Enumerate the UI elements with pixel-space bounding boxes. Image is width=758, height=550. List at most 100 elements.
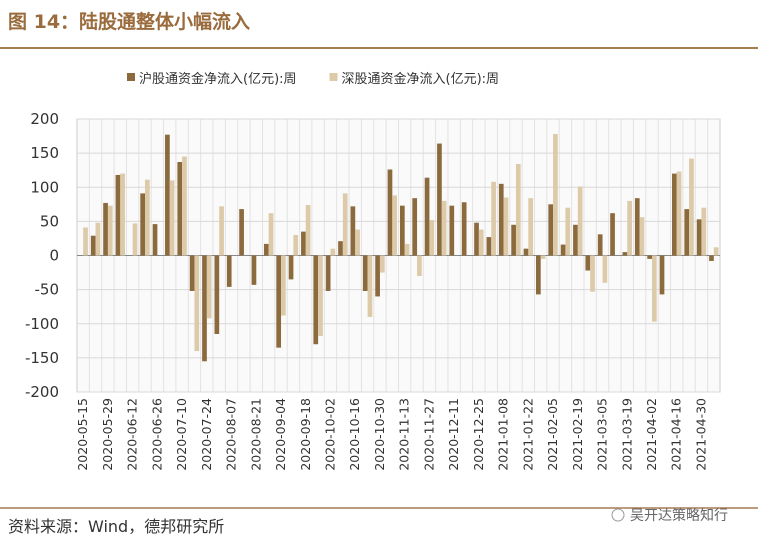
bar bbox=[239, 209, 244, 256]
bar bbox=[536, 255, 541, 295]
y-tick-label: 0 bbox=[49, 247, 59, 265]
bar bbox=[553, 134, 558, 256]
bar bbox=[602, 255, 608, 283]
bar bbox=[202, 255, 207, 362]
bar bbox=[251, 255, 257, 285]
bar bbox=[491, 181, 496, 256]
bar bbox=[132, 223, 138, 256]
bar bbox=[672, 173, 677, 256]
bar bbox=[639, 217, 645, 256]
x-tick-label: 2020-05-29 bbox=[100, 398, 115, 471]
y-tick-label: -150 bbox=[25, 349, 59, 367]
bar bbox=[367, 255, 373, 317]
x-tick-label: 2020-08-21 bbox=[248, 398, 263, 471]
bar bbox=[486, 237, 492, 256]
bar bbox=[590, 255, 595, 292]
bar bbox=[523, 248, 529, 256]
watermark: 吴开达策略知行 bbox=[630, 507, 728, 524]
bar bbox=[342, 193, 348, 256]
bar bbox=[709, 255, 714, 261]
bar bbox=[437, 143, 442, 256]
bar bbox=[627, 200, 632, 256]
bar bbox=[622, 252, 628, 256]
bar bbox=[120, 173, 125, 256]
bar bbox=[301, 231, 306, 256]
y-tick-label: 100 bbox=[30, 178, 59, 196]
bar bbox=[597, 234, 603, 256]
bar bbox=[647, 255, 652, 259]
x-tick-label: 2020-06-26 bbox=[149, 398, 164, 471]
bar bbox=[177, 161, 183, 256]
bar bbox=[461, 202, 467, 256]
bar bbox=[689, 158, 694, 256]
bar bbox=[189, 255, 195, 291]
bar bbox=[226, 255, 232, 287]
x-tick-label: 2020-09-04 bbox=[273, 398, 288, 471]
bar bbox=[263, 243, 269, 256]
x-tick-label: 2021-04-30 bbox=[693, 398, 708, 471]
x-tick-label: 2020-10-16 bbox=[347, 398, 362, 471]
y-tick-label: -50 bbox=[35, 281, 60, 299]
bar bbox=[684, 209, 690, 256]
bar bbox=[103, 202, 108, 256]
bar bbox=[659, 255, 665, 295]
x-tick-label: 2020-12-25 bbox=[471, 398, 486, 471]
bar bbox=[318, 255, 323, 337]
bar bbox=[355, 229, 360, 256]
x-tick-label: 2020-07-24 bbox=[199, 398, 214, 471]
bar bbox=[573, 224, 578, 256]
x-tick-label: 2020-12-11 bbox=[446, 398, 461, 471]
legend-swatch bbox=[329, 73, 338, 81]
x-tick-label: 2021-02-05 bbox=[545, 398, 560, 471]
bar bbox=[412, 198, 418, 256]
bar bbox=[330, 248, 336, 256]
x-tick-label: 2021-01-08 bbox=[496, 398, 511, 471]
bar bbox=[379, 255, 385, 273]
x-tick-label: 2021-04-16 bbox=[669, 398, 684, 471]
x-tick-label: 2020-08-07 bbox=[224, 398, 239, 471]
x-tick-label: 2020-10-02 bbox=[322, 398, 337, 471]
bar bbox=[95, 222, 101, 256]
bar bbox=[83, 227, 88, 256]
bar bbox=[107, 205, 113, 256]
bar bbox=[540, 255, 546, 259]
y-tick-label: 150 bbox=[30, 144, 59, 162]
bar bbox=[90, 235, 96, 256]
x-tick-label: 2020-09-18 bbox=[298, 398, 313, 471]
bar bbox=[288, 255, 294, 280]
bar bbox=[325, 255, 331, 291]
bar bbox=[474, 222, 479, 256]
x-tick-label: 2021-03-05 bbox=[595, 398, 610, 471]
y-tick-label: 50 bbox=[40, 212, 59, 230]
x-tick-label: 2020-11-13 bbox=[397, 398, 412, 471]
bar bbox=[152, 224, 158, 256]
bar bbox=[387, 169, 393, 256]
bar bbox=[610, 213, 615, 256]
bar bbox=[528, 198, 534, 256]
x-tick-label: 2020-07-10 bbox=[174, 398, 189, 471]
bar bbox=[577, 186, 583, 256]
bar bbox=[696, 219, 702, 256]
bar bbox=[115, 174, 121, 256]
x-tick-label: 2021-04-02 bbox=[644, 398, 659, 471]
x-tick-label: 2021-02-19 bbox=[570, 398, 585, 471]
bar bbox=[182, 156, 187, 256]
bar bbox=[392, 195, 398, 256]
bar bbox=[206, 255, 212, 319]
bar bbox=[305, 204, 311, 256]
chart-title: 图 14：陆股通整体小幅流入 bbox=[8, 10, 250, 33]
x-tick-label: 2021-01-22 bbox=[520, 398, 535, 471]
bar bbox=[585, 255, 591, 271]
bar bbox=[399, 205, 405, 256]
bar bbox=[503, 197, 509, 256]
bar bbox=[478, 229, 484, 256]
bar bbox=[441, 200, 447, 256]
legend-label: 沪股通资金净流入(亿元):周 bbox=[139, 71, 297, 87]
bar bbox=[281, 255, 286, 316]
x-tick-label: 2020-05-15 bbox=[75, 398, 90, 471]
bar bbox=[194, 255, 200, 352]
bar bbox=[362, 255, 368, 291]
watermark-icon bbox=[611, 508, 625, 522]
bar bbox=[214, 255, 220, 334]
